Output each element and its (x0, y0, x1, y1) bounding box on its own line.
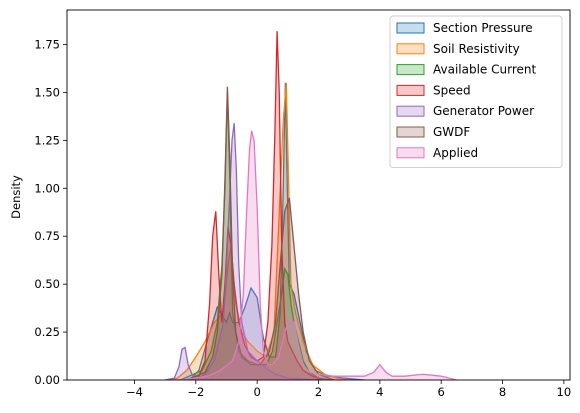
line-generator-power (165, 123, 334, 380)
legend-swatch-applied (396, 147, 425, 159)
legend-swatch-gwdf (396, 126, 425, 138)
legend-label-soil-resistivity: Soil Resistivity (433, 42, 520, 56)
y-tick-label: 0.25 (34, 325, 60, 339)
legend-label-gwdf: GWDF (433, 125, 470, 139)
area-applied (180, 130, 457, 380)
area-section-pressure (165, 82, 365, 380)
x-tick-label: 10 (557, 385, 572, 399)
line-gwdf (186, 86, 335, 380)
x-tick-label: −4 (126, 385, 143, 399)
legend-swatch-section-pressure (396, 22, 425, 34)
line-applied (180, 130, 457, 380)
x-tick-label: 6 (438, 385, 445, 399)
x-tick-label: 8 (499, 385, 506, 399)
x-tick-label: 4 (376, 385, 383, 399)
legend-label-generator-power: Generator Power (433, 104, 534, 118)
line-section-pressure (165, 82, 365, 380)
legend-swatch-generator-power (396, 105, 425, 117)
legend-swatch-available-current (396, 64, 425, 76)
legend-box (389, 15, 563, 169)
legend-label-section-pressure: Section Pressure (433, 21, 533, 35)
y-tick-label: 0.75 (34, 229, 60, 243)
area-generator-power (165, 123, 334, 380)
x-tick-label: −2 (187, 385, 204, 399)
x-tick-label: 2 (315, 385, 322, 399)
legend-label-applied: Applied (433, 146, 478, 160)
y-tick-label: 1.25 (34, 133, 60, 147)
legend-label-available-current: Available Current (433, 63, 536, 77)
y-tick-label: 0.50 (34, 277, 60, 291)
legend-swatch-speed (396, 84, 425, 96)
axes: −4 −2 0 2 4 6 8 10 0.00 0.25 0.50 0.75 1.00 1.25 1.50 1… (34, 9, 572, 399)
y-tick-label: 1.00 (34, 181, 60, 195)
legend: Section Pressure Soil Resistivity Availabl… (389, 15, 563, 169)
plot-area (165, 31, 457, 380)
y-axis-label: Density (9, 175, 23, 219)
y-tick-label: 0.00 (34, 373, 60, 387)
legend-swatch-soil-resistivity (396, 43, 425, 55)
y-tick-label: 1.50 (34, 85, 60, 99)
y-tick-label: 1.75 (34, 38, 60, 52)
x-tick-label: 0 (253, 385, 260, 399)
area-gwdf (186, 86, 334, 380)
line-speed (189, 31, 325, 380)
legend-label-speed: Speed (433, 83, 471, 97)
